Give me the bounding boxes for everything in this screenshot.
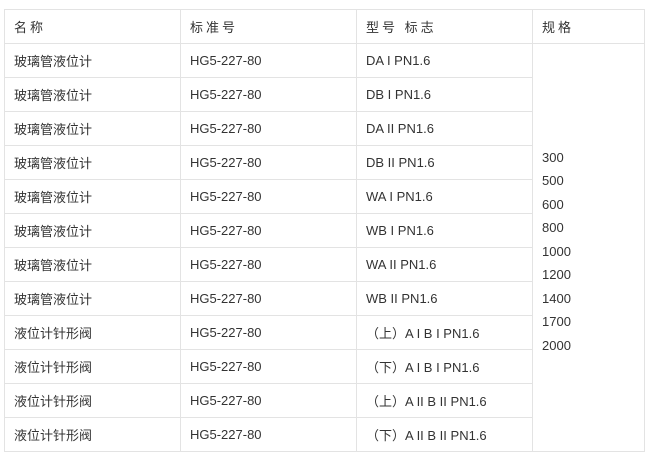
- header-name: 名称: [4, 9, 181, 44]
- spec-value: 1200: [542, 267, 571, 283]
- cell-standard: HG5-227-80: [180, 417, 357, 452]
- header-standard: 标准号: [180, 9, 357, 44]
- cell-name: 玻璃管液位计: [4, 111, 181, 146]
- cell-model: WB II PN1.6: [356, 281, 533, 316]
- cell-name: 玻璃管液位计: [4, 145, 181, 180]
- table-row: 玻璃管液位计 HG5-227-80 DB I PN1.6: [4, 77, 645, 112]
- table-row: 液位计针形阀 HG5-227-80 （下）A I B I PN1.6: [4, 349, 645, 384]
- spec-value: 800: [542, 220, 564, 236]
- cell-standard: HG5-227-80: [180, 43, 357, 78]
- header-model: 型号 标志: [356, 9, 533, 44]
- cell-model: DA II PN1.6: [356, 111, 533, 146]
- cell-standard: HG5-227-80: [180, 315, 357, 350]
- spec-value: 2000: [542, 337, 571, 353]
- table-row: 液位计针形阀 HG5-227-80 （上）A II B II PN1.6: [4, 383, 645, 418]
- cell-name: 玻璃管液位计: [4, 77, 181, 112]
- cell-name: 玻璃管液位计: [4, 213, 181, 248]
- cell-name: 玻璃管液位计: [4, 281, 181, 316]
- cell-standard: HG5-227-80: [180, 179, 357, 214]
- spec-table: 名称 标准号 型号 标志 规格 玻璃管液位计 HG5-227-80 DA I PN1…: [4, 9, 645, 452]
- cell-model: （下）A II B II PN1.6: [356, 417, 533, 452]
- spec-value: 1400: [542, 290, 571, 306]
- table-row: 液位计针形阀 HG5-227-80 （下）A II B II PN1.6: [4, 417, 645, 452]
- table-row: 玻璃管液位计 HG5-227-80 WA I PN1.6: [4, 179, 645, 214]
- cell-model: DA I PN1.6: [356, 43, 533, 78]
- spec-value: 600: [542, 196, 564, 212]
- spec-value: 300: [542, 149, 564, 165]
- cell-name: 液位计针形阀: [4, 383, 181, 418]
- spec-value: 500: [542, 173, 564, 189]
- table-row: 玻璃管液位计 HG5-227-80 WB II PN1.6: [4, 281, 645, 316]
- cell-standard: HG5-227-80: [180, 213, 357, 248]
- cell-standard: HG5-227-80: [180, 111, 357, 146]
- table-row: 玻璃管液位计 HG5-227-80 DB II PN1.6: [4, 145, 645, 180]
- cell-standard: HG5-227-80: [180, 247, 357, 282]
- cell-name: 玻璃管液位计: [4, 43, 181, 78]
- table-row: 液位计针形阀 HG5-227-80 （上）A I B I PN1.6: [4, 315, 645, 350]
- cell-standard: HG5-227-80: [180, 145, 357, 180]
- header-row: 名称 标准号 型号 标志 规格: [4, 9, 645, 44]
- cell-spec-list: 300 500 600 800 1000 1200 1400 1700 2000: [532, 43, 645, 452]
- cell-model: DB II PN1.6: [356, 145, 533, 180]
- spec-value: 1700: [542, 314, 571, 330]
- cell-model: WA II PN1.6: [356, 247, 533, 282]
- cell-model: （上）A I B I PN1.6: [356, 315, 533, 350]
- cell-standard: HG5-227-80: [180, 383, 357, 418]
- cell-model: WA I PN1.6: [356, 179, 533, 214]
- table-row: 玻璃管液位计 HG5-227-80 DA I PN1.6 300 500 600 800 10…: [4, 43, 645, 452]
- cell-standard: HG5-227-80: [180, 349, 357, 384]
- cell-name: 玻璃管液位计: [4, 179, 181, 214]
- cell-standard: HG5-227-80: [180, 281, 357, 316]
- table-row: 玻璃管液位计 HG5-227-80 WB I PN1.6: [4, 213, 645, 248]
- cell-model: （上）A II B II PN1.6: [356, 383, 533, 418]
- cell-name: 玻璃管液位计: [4, 247, 181, 282]
- cell-name: 液位计针形阀: [4, 315, 181, 350]
- cell-name: 液位计针形阀: [4, 349, 181, 384]
- cell-model: DB I PN1.6: [356, 77, 533, 112]
- cell-model: （下）A I B I PN1.6: [356, 349, 533, 384]
- cell-model: WB I PN1.6: [356, 213, 533, 248]
- table-row: 玻璃管液位计 HG5-227-80 WA II PN1.6: [4, 247, 645, 282]
- cell-name: 液位计针形阀: [4, 417, 181, 452]
- table-row: 玻璃管液位计 HG5-227-80 DA II PN1.6: [4, 111, 645, 146]
- header-spec: 规格: [532, 9, 645, 44]
- cell-standard: HG5-227-80: [180, 77, 357, 112]
- spec-value: 1000: [542, 243, 571, 259]
